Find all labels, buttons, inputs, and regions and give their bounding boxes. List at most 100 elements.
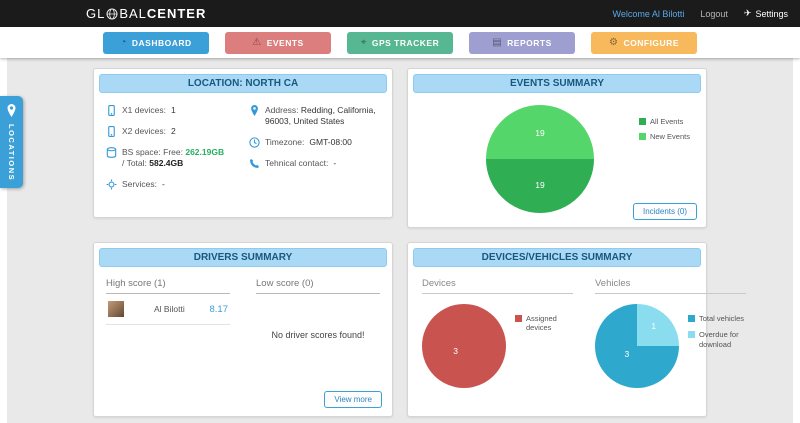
events-summary-panel: EVENTS SUMMARY 19 19 All Events New Even…: [407, 68, 707, 228]
services-row: Services: -: [106, 179, 239, 190]
location-panel-title: LOCATION: NORTH CA: [99, 74, 387, 93]
address-pin-icon: [251, 105, 258, 116]
services-gear-icon: [106, 179, 117, 190]
nav-label-configure: CONFIGURE: [623, 37, 679, 48]
dashboard-content: LOCATION: NORTH CA X1 devices: 1 X2 devi…: [7, 58, 793, 423]
vehicles-pie-chart: 3 1: [595, 304, 679, 388]
pie-value-all-events: 19: [535, 179, 545, 190]
x1-devices-row: X1 devices: 1: [106, 105, 239, 116]
legend-swatch-all-events: [638, 118, 646, 125]
timezone-label: Timezone:: [265, 137, 305, 148]
high-score-header: High score (1): [106, 278, 230, 294]
incidents-button[interactable]: Incidents (0): [632, 203, 697, 220]
nav-button-gps-tracker[interactable]: ⌖ GPS TRACKER: [347, 31, 453, 54]
x2-devices-label: X2 devices:: [122, 126, 166, 137]
nav-button-configure[interactable]: ⚙ CONFIGURE: [591, 31, 697, 54]
dashboard-icon: ◔: [120, 37, 127, 48]
address-value: Redding, California, 96003, United State…: [265, 105, 376, 127]
devices-vehicles-title: DEVICES/VEHICLES SUMMARY: [413, 248, 701, 267]
top-bar-right: Welcome Al Bilotti Logout ✈ Settings: [613, 8, 788, 19]
bs-total-label: / Total:: [122, 158, 147, 169]
drivers-summary-title: DRIVERS SUMMARY: [99, 248, 387, 267]
x1-devices-value: 1: [170, 105, 176, 115]
address-row: Address: Redding, California, 96003, Uni…: [249, 105, 382, 127]
warning-icon: ⚠: [252, 37, 262, 48]
legend-item-overdue: Overdue for download: [688, 330, 746, 349]
gps-target-icon: ⌖: [360, 37, 367, 48]
vehicles-section: Vehicles 3 1 Total vehicles: [595, 278, 746, 388]
high-score-column: High score (1) Al Bilotti 8.17: [106, 278, 230, 340]
gear-icon: ⚙: [609, 37, 619, 48]
legend-label-assigned-devices: Assigned devices: [526, 314, 557, 333]
driver-avatar: [108, 301, 124, 317]
no-driver-scores-message: No driver scores found!: [271, 330, 365, 340]
nav-button-events[interactable]: ⚠ EVENTS: [225, 31, 331, 54]
devices-pie-chart: 3: [422, 304, 506, 388]
legend-item-total-vehicles: Total vehicles: [688, 314, 746, 323]
mobile-device-icon: [108, 105, 115, 116]
top-bar: GL BAL CENTER Welcome Al Bilotti Logout ✈…: [0, 0, 800, 27]
welcome-text: Welcome Al Bilotti: [612, 8, 685, 19]
legend-swatch-overdue: [688, 331, 695, 339]
bs-free-label: Free:: [163, 147, 183, 158]
vehicles-header: Vehicles: [595, 278, 746, 294]
bs-space-label: BS space:: [122, 147, 161, 158]
drivers-summary-panel: DRIVERS SUMMARY High score (1) Al Bilott…: [93, 242, 393, 417]
services-value: -: [161, 179, 165, 190]
devices-header: Devices: [422, 278, 573, 294]
nav-label-gps-tracker: GPS TRACKER: [371, 37, 440, 48]
driver-row[interactable]: Al Bilotti 8.17: [106, 294, 230, 325]
logo-text-suffix: CENTER: [146, 6, 207, 21]
clock-icon: [249, 137, 260, 148]
events-legend: All Events New Events: [638, 117, 690, 141]
services-label: Services:: [122, 179, 157, 190]
legend-item-new-events: New Events: [638, 132, 690, 141]
x2-devices-row: X2 devices: 2: [106, 126, 239, 138]
legend-swatch-new-events: [638, 133, 646, 140]
pie-value-total-vehicles: 3: [624, 349, 630, 360]
phone-icon: [250, 159, 259, 169]
pie-value-new-events: 19: [535, 128, 545, 139]
locations-side-tab[interactable]: LOCATIONS: [0, 96, 23, 188]
nav-label-reports: REPORTS: [507, 37, 552, 48]
settings-icon: ✈: [743, 8, 752, 18]
bs-free-value: 262.19GB: [185, 147, 225, 158]
technical-contact-value: -: [333, 158, 337, 169]
location-pin-icon: [7, 104, 16, 117]
view-more-button[interactable]: View more: [324, 391, 382, 408]
logout-link[interactable]: Logout: [700, 8, 728, 19]
nav-label-dashboard: DASHBOARD: [131, 37, 192, 48]
timezone-row: Timezone: GMT-08:00: [249, 137, 382, 148]
events-summary-title: EVENTS SUMMARY: [413, 74, 701, 93]
legend-item-assigned-devices: Assigned devices: [515, 314, 573, 333]
address-label: Address:: [265, 105, 299, 115]
pie-value-assigned-devices: 3: [453, 346, 458, 357]
technical-contact-row: Tehnical contact: -: [249, 158, 382, 169]
bs-space-row: BS space: Free: 262.19GB / Total: 582.4G…: [106, 147, 239, 169]
low-score-column: Low score (0) No driver scores found!: [256, 278, 380, 340]
logo-text-prefix: GL: [86, 6, 106, 21]
driver-score: 8.17: [209, 303, 229, 315]
globe-icon: [106, 8, 118, 20]
settings-label: Settings: [755, 8, 788, 19]
devices-legend: Assigned devices: [515, 304, 573, 333]
report-chart-icon: ▤: [492, 37, 503, 48]
events-pie-chart: 19 19: [486, 105, 594, 213]
nav-button-reports[interactable]: ▤ REPORTS: [469, 31, 575, 54]
legend-label-total-vehicles: Total vehicles: [699, 314, 745, 323]
legend-label-new-events: New Events: [649, 132, 690, 141]
settings-link[interactable]: ✈ Settings: [744, 8, 788, 19]
pie-value-overdue: 1: [651, 320, 657, 331]
mobile-device-icon: [108, 126, 115, 138]
legend-label-overdue: Overdue for download: [699, 330, 739, 349]
storage-database-icon: [106, 147, 117, 158]
devices-section: Devices 3 Assigned devices: [422, 278, 573, 388]
nav-label-events: EVENTS: [266, 37, 304, 48]
nav-button-dashboard[interactable]: ◔ DASHBOARD: [103, 31, 209, 54]
driver-name: Al Bilotti: [154, 304, 185, 314]
location-panel: LOCATION: NORTH CA X1 devices: 1 X2 devi…: [93, 68, 393, 218]
main-nav: ◔ DASHBOARD ⚠ EVENTS ⌖ GPS TRACKER ▤ REP…: [0, 27, 800, 58]
locations-tab-label: LOCATIONS: [7, 124, 16, 182]
app-logo: GL BAL CENTER: [86, 6, 206, 21]
devices-vehicles-summary-panel: DEVICES/VEHICLES SUMMARY Devices 3 Assig…: [407, 242, 746, 417]
